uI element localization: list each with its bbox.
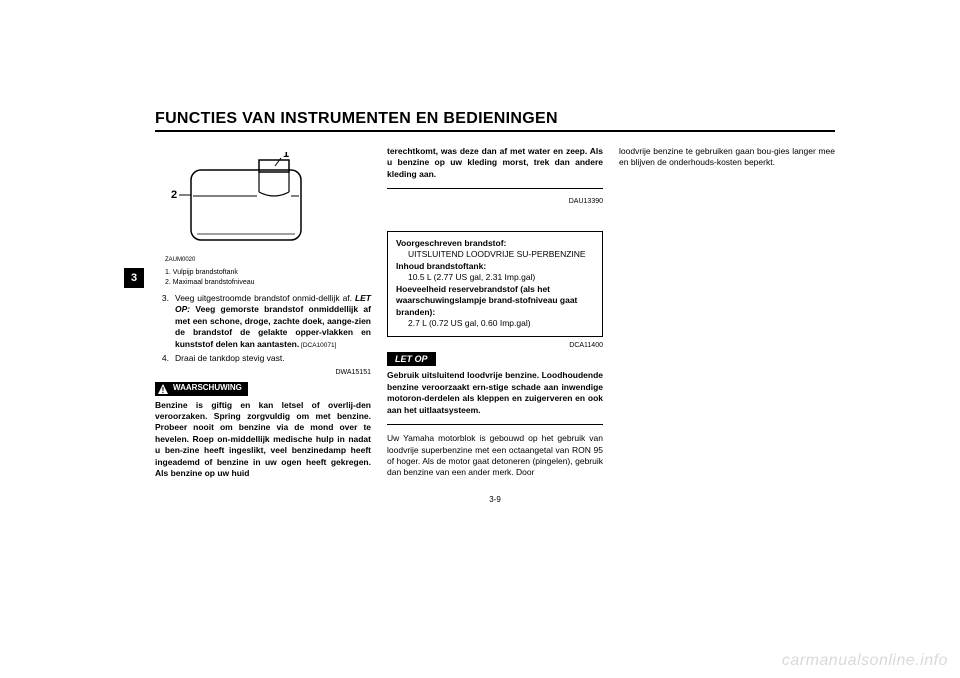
warning-icon: ! bbox=[157, 383, 169, 395]
spec-label: Inhoud brandstoftank: bbox=[396, 261, 594, 272]
inline-code: [DCA10071] bbox=[299, 342, 336, 349]
letop-body: Gebruik uitsluitend loodvrije benzine. L… bbox=[387, 370, 603, 416]
warning-code: DWA15151 bbox=[155, 368, 371, 377]
warning-body: Benzine is giftig en kan letsel of overl… bbox=[155, 400, 371, 480]
body-paragraph: loodvrije benzine te gebruiken gaan bou-… bbox=[619, 146, 835, 169]
chapter-tab: 3 bbox=[124, 268, 144, 288]
spec-value: UITSLUITEND LOODVRIJE SU-PERBENZINE bbox=[408, 249, 594, 260]
diagram-label-2: 2 bbox=[171, 189, 177, 201]
warning-body-continued: terechtkomt, was deze dan af met water e… bbox=[387, 146, 603, 180]
spec-value: 2.7 L (0.72 US gal, 0.60 Imp.gal) bbox=[408, 318, 594, 329]
item-text: Draai de tankdop stevig vast. bbox=[175, 353, 371, 364]
diagram-code: ZAUM0020 bbox=[165, 256, 371, 264]
warning-text: WAARSCHUWING bbox=[173, 383, 242, 394]
spec-label: Voorgeschreven brandstof: bbox=[396, 238, 594, 249]
instruction-list: 3. Veeg uitgestroomde brandstof onmid-de… bbox=[155, 293, 371, 364]
section-code: DAU13390 bbox=[387, 197, 603, 206]
fuel-spec-box: Voorgeschreven brandstof: UITSLUITEND LO… bbox=[387, 231, 603, 337]
text-bold: Veeg gemorste brandstof onmiddellijk af … bbox=[175, 304, 371, 348]
item-number: 3. bbox=[155, 293, 169, 351]
divider bbox=[387, 424, 603, 425]
list-item: 3. Veeg uitgestroomde brandstof onmid-de… bbox=[155, 293, 371, 351]
spec-value: 10.5 L (2.77 US gal, 2.31 Imp.gal) bbox=[408, 272, 594, 283]
letop-label: LET OP bbox=[387, 352, 436, 366]
divider bbox=[387, 188, 603, 189]
svg-text:!: ! bbox=[162, 386, 165, 395]
warning-label: ! WAARSCHUWING bbox=[155, 382, 248, 396]
column-1: 1 2 ZAUM0020 1. Vulpijp brandstoftank 2.… bbox=[155, 146, 371, 480]
page-title: FUNCTIES VAN INSTRUMENTEN EN BEDIENINGEN bbox=[155, 110, 835, 132]
diagram-caption-1: 1. Vulpijp brandstoftank bbox=[165, 268, 371, 277]
column-3: loodvrije benzine te gebruiken gaan bou-… bbox=[619, 146, 835, 480]
page-content: FUNCTIES VAN INSTRUMENTEN EN BEDIENINGEN bbox=[155, 110, 835, 480]
diagram-label-1: 1 bbox=[283, 152, 289, 160]
column-2: terechtkomt, was deze dan af met water e… bbox=[387, 146, 603, 480]
text: Veeg uitgestroomde brandstof onmid-delli… bbox=[175, 293, 355, 303]
section-code: DCA11400 bbox=[387, 341, 603, 350]
page-number: 3-9 bbox=[155, 495, 835, 504]
spec-label: Hoeveelheid reservebrandstof (als het wa… bbox=[396, 284, 594, 318]
diagram-caption-2: 2. Maximaal brandstofniveau bbox=[165, 278, 371, 287]
fuel-tank-diagram: 1 2 bbox=[167, 152, 327, 252]
watermark: carmanualsonline.info bbox=[782, 652, 948, 670]
columns: 1 2 ZAUM0020 1. Vulpijp brandstoftank 2.… bbox=[155, 146, 835, 480]
list-item: 4. Draai de tankdop stevig vast. bbox=[155, 353, 371, 364]
body-paragraph: Uw Yamaha motorblok is gebouwd op het ge… bbox=[387, 433, 603, 479]
item-number: 4. bbox=[155, 353, 169, 364]
item-text: Veeg uitgestroomde brandstof onmid-delli… bbox=[175, 293, 371, 351]
